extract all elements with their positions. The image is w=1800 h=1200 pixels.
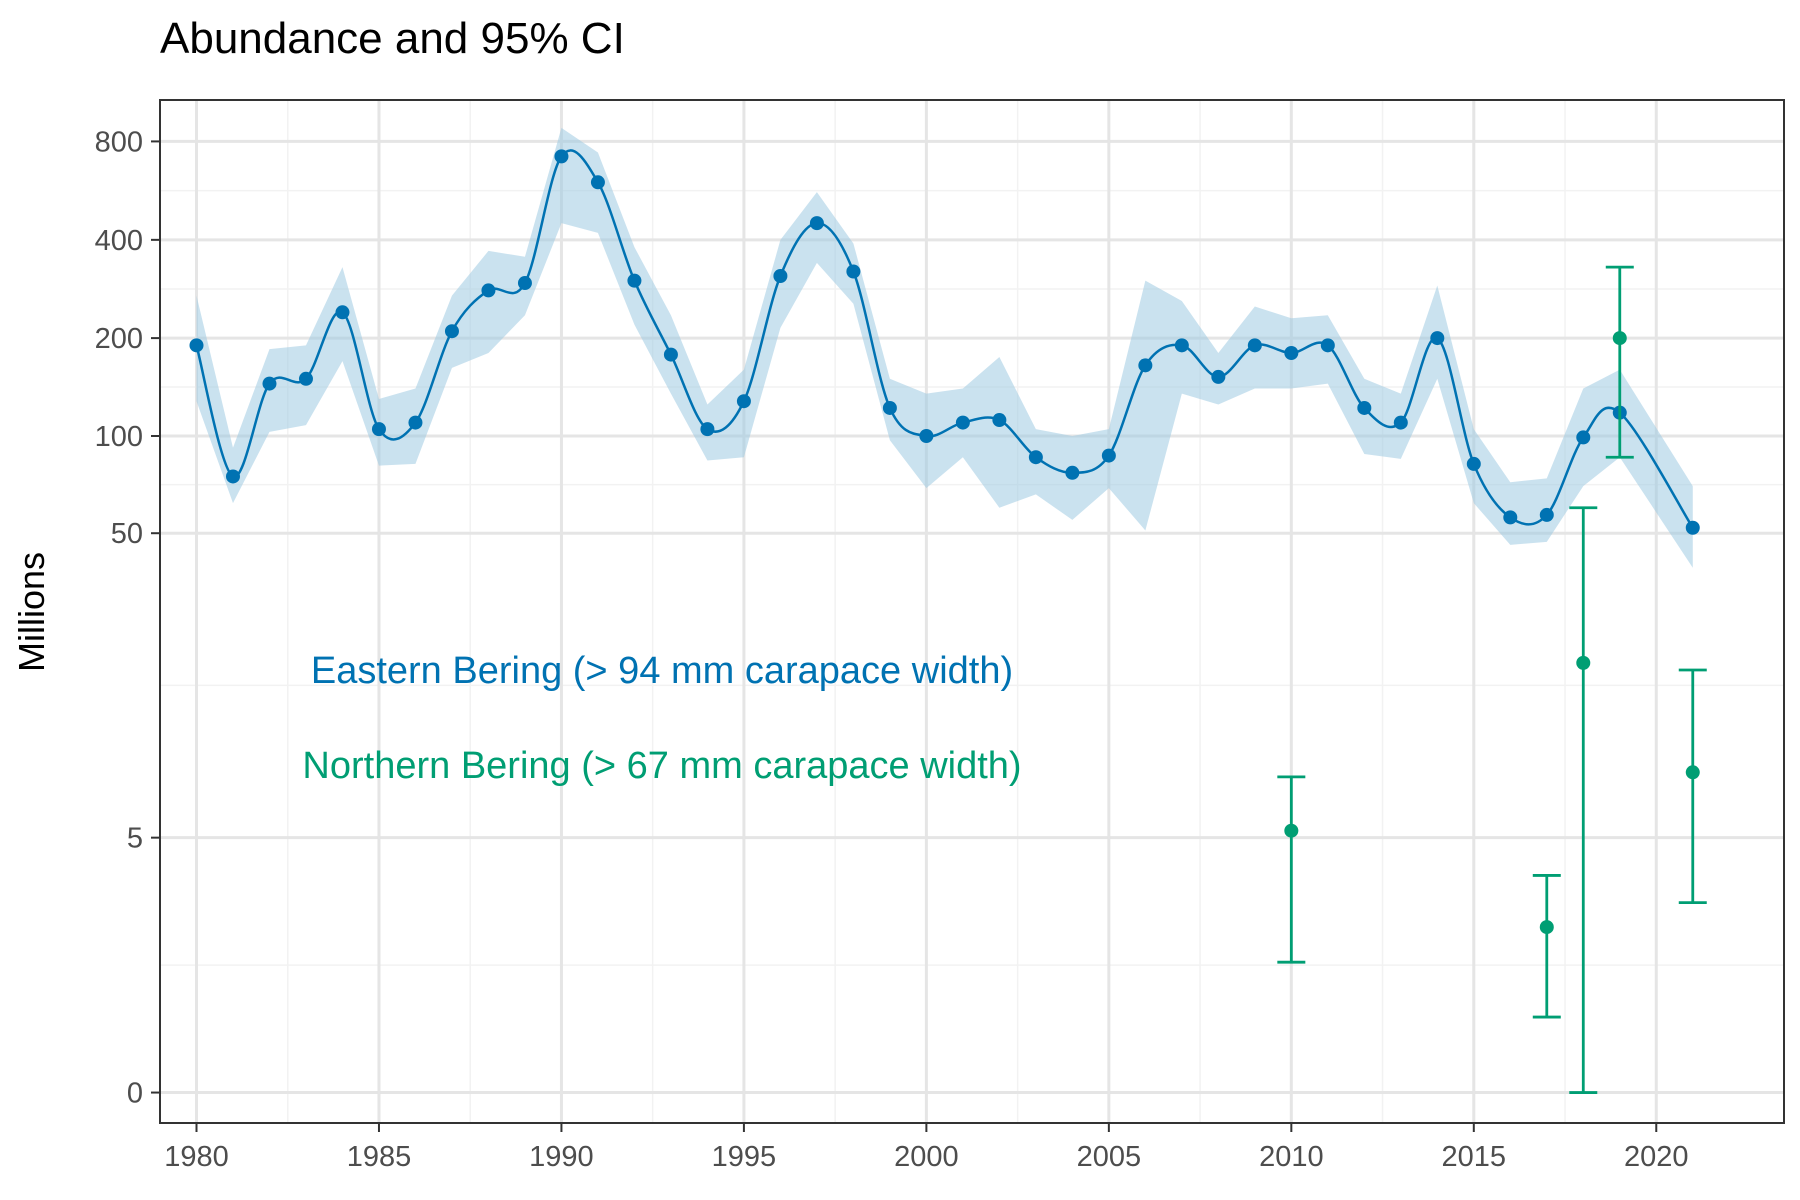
eastern-bering-point — [773, 269, 788, 284]
eastern-bering-point — [700, 422, 715, 437]
eastern-bering-point — [1685, 520, 1700, 535]
errorbar-group — [1277, 265, 1707, 1094]
eastern-bering-point — [882, 400, 897, 415]
y-tick-label: 5 — [127, 823, 143, 855]
series-points — [189, 149, 1700, 535]
chart-title: Abundance and 95% CI — [160, 14, 625, 63]
eastern-bering-point — [1393, 415, 1408, 430]
eastern-bering-point — [1174, 338, 1189, 353]
eastern-bering-point — [1101, 448, 1116, 463]
ci-ribbon — [196, 127, 1693, 568]
eastern-bering-point — [1357, 400, 1372, 415]
eastern-bering-point — [1539, 507, 1554, 522]
eastern-bering-point — [955, 415, 970, 430]
eastern-bering-point — [1503, 510, 1518, 525]
northern-bering-point — [1612, 331, 1627, 346]
y-axis: 0 5 50 100 200 400 800 — [95, 126, 160, 1110]
eastern-bering-point — [481, 283, 496, 298]
annotation-eastern-bering: Eastern Bering (> 94 mm carapace width) — [311, 650, 1013, 692]
eastern-bering-point — [371, 422, 386, 437]
annotation-northern-bering: Northern Bering (> 67 mm carapace width) — [302, 745, 1021, 787]
x-tick-label: 1980 — [164, 1141, 229, 1173]
eastern-bering-point — [736, 394, 751, 409]
x-tick-label: 1985 — [347, 1141, 412, 1173]
northern-bering-point — [1576, 655, 1591, 670]
eastern-bering-point — [408, 415, 423, 430]
northern-bering-point — [1284, 823, 1299, 838]
eastern-bering-point — [590, 175, 605, 190]
y-axis-title: Millions — [11, 552, 52, 672]
x-tick-label: 2015 — [1442, 1141, 1507, 1173]
northern-bering-point — [1539, 920, 1554, 935]
eastern-bering-point — [335, 305, 350, 320]
eastern-bering-point — [1466, 456, 1481, 471]
x-tick-label: 2010 — [1259, 1141, 1324, 1173]
eastern-bering-point — [809, 216, 824, 231]
eastern-bering-point — [444, 324, 459, 339]
eastern-bering-point — [1576, 430, 1591, 445]
eastern-bering-point — [1138, 358, 1153, 373]
eastern-bering-point — [1430, 331, 1445, 346]
eastern-bering-point — [1284, 346, 1299, 361]
y-tick-label: 200 — [95, 323, 143, 355]
eastern-bering-point — [262, 376, 277, 391]
plot-background — [160, 100, 1784, 1123]
x-tick-label: 1995 — [712, 1141, 777, 1173]
eastern-bering-point — [189, 338, 204, 353]
eastern-bering-point — [663, 347, 678, 362]
ci-ribbon-area — [196, 127, 1693, 568]
eastern-bering-point — [517, 276, 532, 291]
x-tick-label: 2005 — [1077, 1141, 1142, 1173]
eastern-bering-point — [1028, 450, 1043, 465]
eastern-bering-point — [298, 371, 313, 386]
y-tick-label: 50 — [111, 518, 143, 550]
eastern-bering-point — [919, 429, 934, 444]
y-tick-label: 100 — [95, 421, 143, 453]
eastern-bering-point — [627, 273, 642, 288]
northern-bering-point — [1685, 765, 1700, 780]
x-tick-label: 1990 — [529, 1141, 594, 1173]
eastern-bering-point — [554, 149, 569, 164]
plot-border — [159, 99, 1785, 1124]
y-tick-label: 0 — [127, 1078, 143, 1110]
x-axis: 1980 1985 1990 1995 2000 2005 2010 2015 2020 — [164, 1123, 1689, 1173]
x-tick-label: 2000 — [894, 1141, 959, 1173]
eastern-bering-point — [1065, 465, 1080, 480]
y-tick-label: 800 — [95, 126, 143, 158]
eastern-bering-point — [992, 413, 1007, 428]
eastern-bering-point — [1247, 338, 1262, 353]
grid-lines — [160, 100, 1784, 1123]
y-tick-label: 400 — [95, 225, 143, 257]
x-tick-label: 2020 — [1624, 1141, 1689, 1173]
eastern-bering-point — [225, 469, 240, 484]
eastern-bering-point — [1211, 369, 1226, 384]
eastern-bering-point — [846, 264, 861, 279]
eastern-bering-point — [1320, 338, 1335, 353]
